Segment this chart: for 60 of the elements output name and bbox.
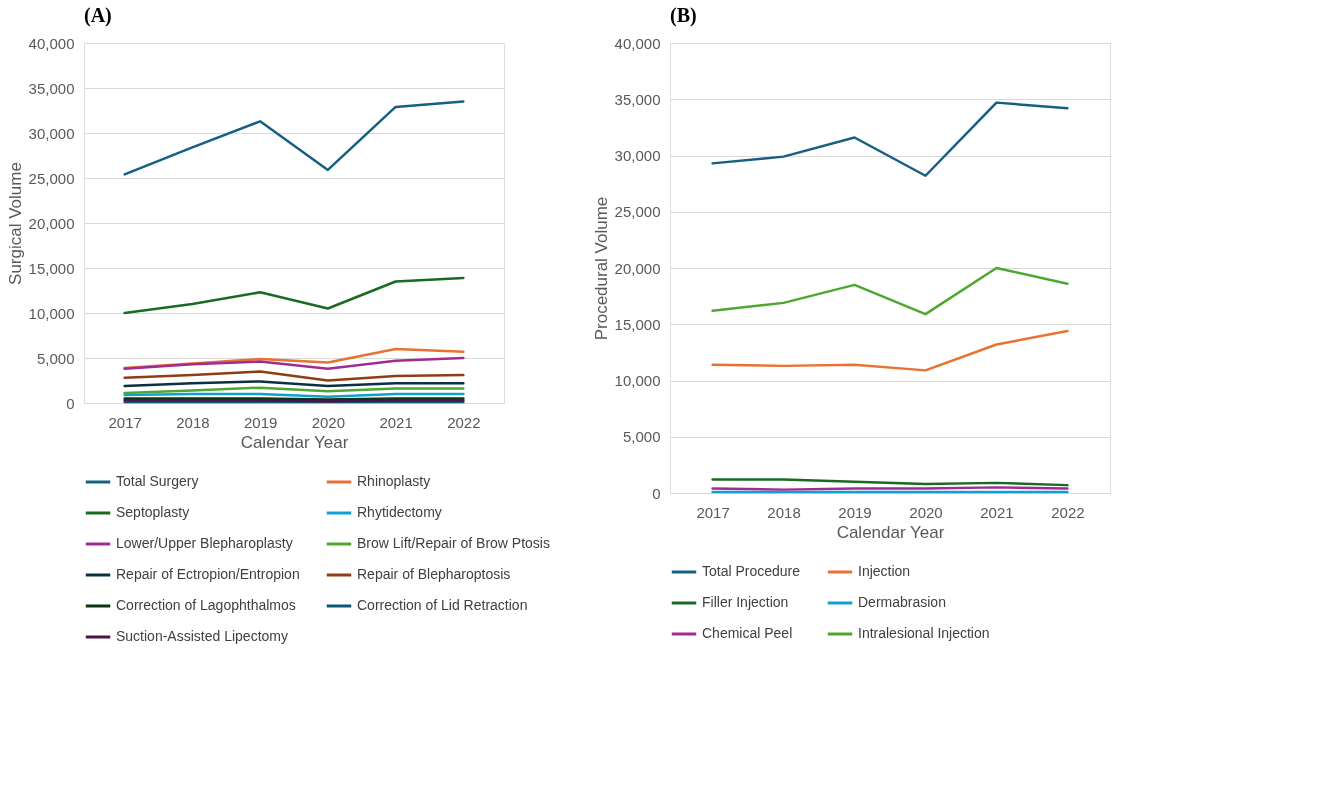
x-tick-label: 2022 bbox=[1051, 503, 1085, 521]
x-tick-label: 2021 bbox=[379, 413, 413, 431]
x-tick-label: 2019 bbox=[243, 413, 278, 431]
y-tick-label: 15,000 bbox=[614, 315, 661, 333]
x-tick-label: 2017 bbox=[696, 503, 730, 521]
line-series bbox=[123, 100, 465, 176]
y-tick-label: 15,000 bbox=[28, 259, 75, 277]
y-axis-title: Surgical Volume bbox=[5, 162, 25, 285]
y-tick-label: 40,000 bbox=[614, 34, 661, 52]
legend-label: Dermabrasion bbox=[858, 594, 946, 610]
x-tick-label: 2018 bbox=[767, 503, 801, 521]
legend-label: Suction-Assisted Lipectomy bbox=[116, 628, 288, 644]
legend-label: Total Procedure bbox=[702, 563, 801, 579]
legend-label: Injection bbox=[858, 563, 911, 579]
y-tick-label: 25,000 bbox=[614, 203, 661, 221]
y-tick-label: 40,000 bbox=[28, 34, 75, 52]
x-tick-label: 2020 bbox=[909, 503, 943, 521]
line-series bbox=[711, 266, 1069, 316]
line-series bbox=[123, 276, 465, 315]
legend-label: Filler Injection bbox=[702, 594, 789, 610]
legend-label: Lower/Upper Blepharoplasty bbox=[116, 535, 293, 551]
x-tick-label: 2018 bbox=[176, 413, 210, 431]
x-axis-title: Calendar Year bbox=[240, 432, 349, 452]
y-tick-label: 35,000 bbox=[28, 79, 75, 97]
legend-label: Brow Lift/Repair of Brow Ptosis bbox=[357, 535, 550, 551]
legend-label: Total Surgery bbox=[116, 473, 199, 489]
y-tick-label: 35,000 bbox=[614, 90, 661, 108]
line-series bbox=[123, 370, 465, 382]
chart-title: (A) bbox=[84, 4, 112, 27]
legend-label: Correction of Lagophthalmos bbox=[116, 597, 296, 613]
legend-label: Chemical Peel bbox=[702, 625, 793, 641]
x-tick-label: 2021 bbox=[980, 503, 1014, 521]
y-tick-label: 30,000 bbox=[614, 147, 661, 164]
chart-title: (B) bbox=[670, 4, 697, 27]
y-tick-label: 0 bbox=[652, 484, 661, 502]
y-tick-label: 0 bbox=[66, 394, 75, 412]
y-tick-label: 10,000 bbox=[614, 372, 661, 389]
legend-label: Rhinoplasty bbox=[357, 473, 431, 489]
legend-label: Correction of Lid Retraction bbox=[357, 597, 528, 613]
y-tick-label: 5,000 bbox=[622, 428, 661, 446]
y-tick-label: 20,000 bbox=[614, 259, 661, 277]
legend-label: Repair of Ectropion/Entropion bbox=[116, 566, 300, 582]
x-axis-title: Calendar Year bbox=[836, 522, 945, 542]
legend-label: Septoplasty bbox=[116, 504, 190, 520]
y-tick-label: 20,000 bbox=[28, 214, 75, 232]
legend-label: Rhytidectomy bbox=[357, 504, 442, 520]
x-tick-label: 2017 bbox=[108, 413, 142, 431]
y-tick-label: 5,000 bbox=[36, 349, 75, 367]
line-series bbox=[123, 356, 465, 371]
x-tick-label: 2019 bbox=[838, 503, 872, 521]
line-series bbox=[711, 101, 1069, 177]
y-tick-label: 30,000 bbox=[28, 124, 75, 142]
y-tick-label: 10,000 bbox=[28, 304, 75, 322]
y-axis-title: Procedural Volume bbox=[591, 196, 611, 341]
legend-label: Intralesional Injection bbox=[858, 625, 990, 641]
x-tick-label: 2022 bbox=[447, 413, 481, 431]
y-tick-label: 25,000 bbox=[28, 169, 75, 187]
line-series bbox=[711, 329, 1069, 372]
legend-label: Repair of Blepharoptosis bbox=[357, 566, 511, 582]
x-tick-label: 2020 bbox=[311, 413, 346, 431]
